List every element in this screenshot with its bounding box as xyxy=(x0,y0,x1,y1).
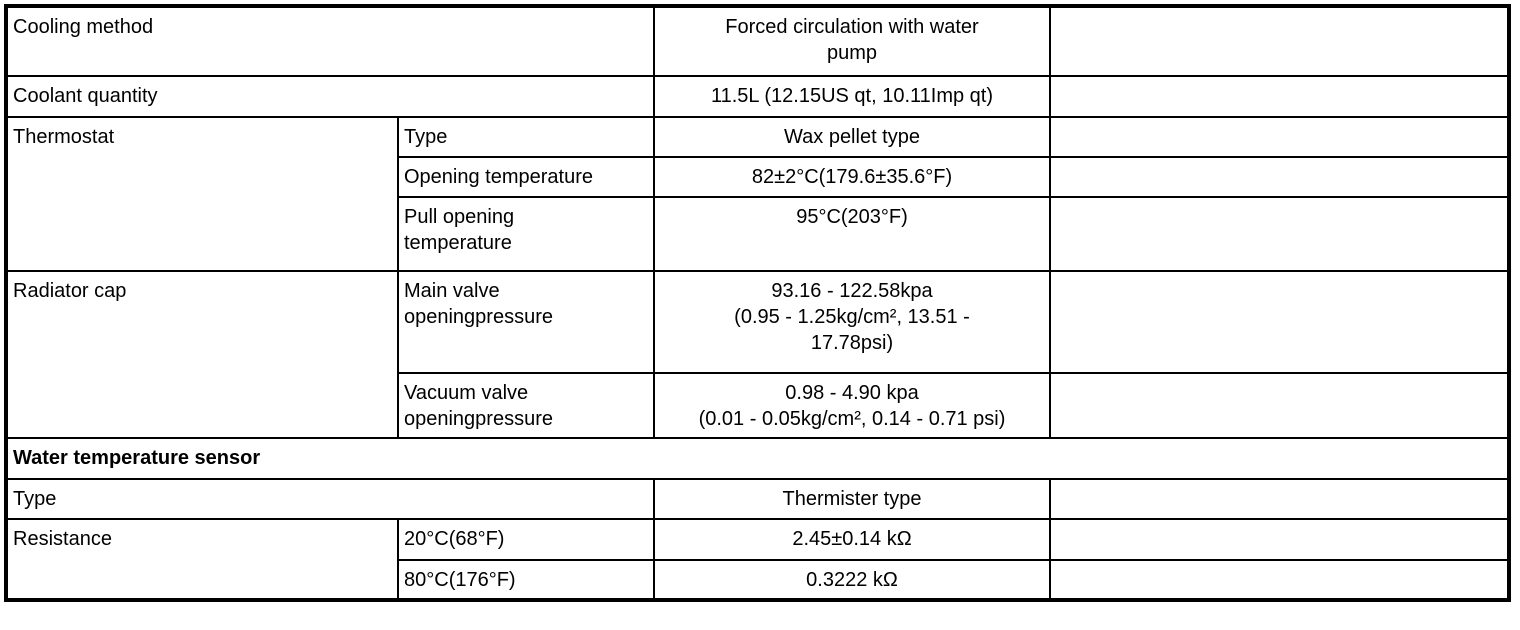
row-thermostat-opening-temperature: Opening temperature 82±2°C(179.6±35.6°F) xyxy=(6,156,1510,198)
row-water-temperature-sensor-header: Water temperature sensor xyxy=(5,437,1510,480)
coolant-quantity-note-cell xyxy=(1049,75,1510,118)
resistance-20c-value: 2.45±0.14 kΩ xyxy=(653,518,1051,561)
cooling-method-note-cell xyxy=(1049,5,1510,77)
cooling-method-value: Forced circulation with water pump xyxy=(653,5,1051,77)
pull-opening-temperature-value: 95°C(203°F) xyxy=(653,196,1051,272)
row-cooling-method: Cooling method Forced circulation with w… xyxy=(5,5,1510,77)
resistance-80c-value: 0.3222 kΩ xyxy=(653,559,1051,601)
row-resistance-80c: 80°C(176°F) 0.3222 kΩ xyxy=(6,559,1510,601)
resistance-80c-note-cell xyxy=(1049,559,1510,601)
thermostat-type-note-cell xyxy=(1049,116,1510,158)
opening-temperature-label: Opening temperature xyxy=(397,156,655,198)
row-thermostat-type: Thermostat Type Wax pellet type xyxy=(5,116,1510,272)
cooling-system-spec-table: Cooling method Forced circulation with w… xyxy=(4,4,1511,602)
coolant-quantity-label: Coolant quantity xyxy=(5,75,655,118)
row-coolant-quantity: Coolant quantity 11.5L (12.15US qt, 10.1… xyxy=(5,75,1510,118)
pull-opening-temperature-note-cell xyxy=(1049,196,1510,272)
radiator-cap-group-label: Radiator cap xyxy=(5,270,399,439)
vacuum-valve-value: 0.98 - 4.90 kpa (0.01 - 0.05kg/cm², 0.14… xyxy=(653,372,1051,439)
opening-temperature-value: 82±2°C(179.6±35.6°F) xyxy=(653,156,1051,198)
sensor-type-note-cell xyxy=(1049,478,1510,520)
resistance-80c-label: 80°C(176°F) xyxy=(397,559,655,601)
thermostat-type-value: Wax pellet type xyxy=(653,116,1051,158)
opening-temperature-note-cell xyxy=(1049,156,1510,198)
main-valve-label: Main valve openingpressure xyxy=(397,270,655,374)
vacuum-valve-label: Vacuum valve openingpressure xyxy=(397,372,655,439)
row-resistance-20c: Resistance 20°C(68°F) 2.45±0.14 kΩ xyxy=(5,518,1510,601)
water-temperature-sensor-header: Water temperature sensor xyxy=(5,437,1510,480)
resistance-20c-note-cell xyxy=(1049,518,1510,561)
thermostat-group-label: Thermostat xyxy=(5,116,399,272)
resistance-20c-label: 20°C(68°F) xyxy=(397,518,655,561)
pull-opening-temperature-label: Pull opening temperature xyxy=(397,196,655,272)
resistance-group-label: Resistance xyxy=(5,518,399,601)
main-valve-value: 93.16 - 122.58kpa (0.95 - 1.25kg/cm², 13… xyxy=(653,270,1051,374)
thermostat-type-label: Type xyxy=(397,116,655,158)
cooling-method-label: Cooling method xyxy=(5,5,655,77)
coolant-quantity-value: 11.5L (12.15US qt, 10.11Imp qt) xyxy=(653,75,1051,118)
sensor-type-label: Type xyxy=(5,478,655,520)
row-radiator-cap-main-valve: Radiator cap Main valve openingpressure … xyxy=(5,270,1510,439)
sensor-type-value: Thermister type xyxy=(653,478,1051,520)
vacuum-valve-note-cell xyxy=(1049,372,1510,439)
main-valve-note-cell xyxy=(1049,270,1510,374)
row-sensor-type: Type Thermister type xyxy=(5,478,1510,520)
row-radiator-cap-vacuum-valve: Vacuum valve openingpressure 0.98 - 4.90… xyxy=(6,372,1510,439)
row-thermostat-pull-opening-temperature: Pull opening temperature 95°C(203°F) xyxy=(6,196,1510,272)
